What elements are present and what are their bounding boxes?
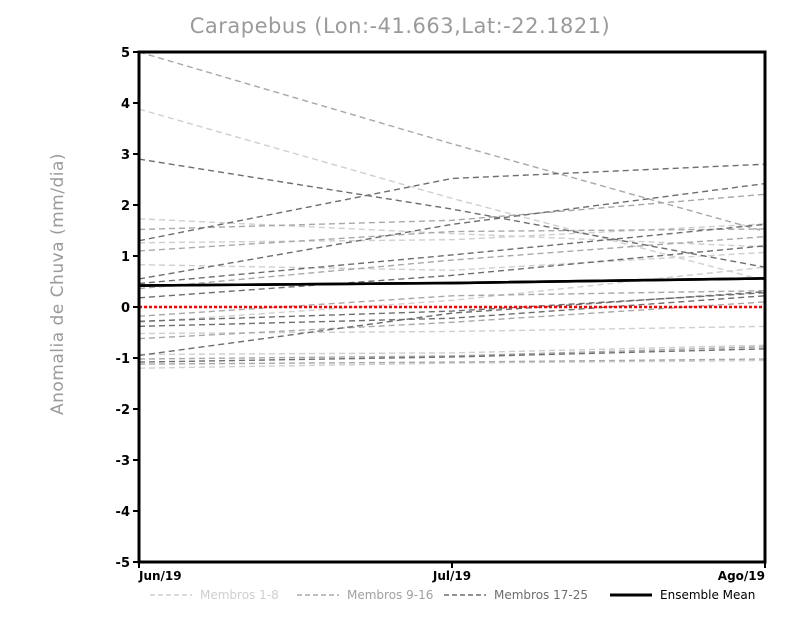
member-line bbox=[139, 193, 765, 231]
member-line bbox=[139, 301, 765, 340]
member-line bbox=[139, 158, 765, 268]
y-axis-tick-label: -2 bbox=[116, 403, 130, 418]
legend-item: Membros 9-16 bbox=[297, 588, 433, 602]
y-axis-tick-label: 2 bbox=[121, 199, 130, 214]
member-line bbox=[139, 245, 765, 299]
member-line bbox=[139, 348, 765, 363]
axes-layer bbox=[133, 50, 767, 568]
member-line bbox=[139, 358, 765, 365]
member-line bbox=[139, 182, 765, 280]
x-axis-tick-label: Jul/19 bbox=[432, 569, 471, 583]
member-line bbox=[139, 344, 765, 356]
x-axis-tick-label: Jun/19 bbox=[138, 569, 182, 583]
y-axis-tick-label: -1 bbox=[116, 352, 130, 367]
member-line bbox=[139, 223, 765, 285]
member-line bbox=[139, 291, 765, 357]
y-axis-tick-label: -4 bbox=[116, 505, 130, 520]
series-layer bbox=[139, 52, 765, 369]
member-line bbox=[139, 266, 765, 323]
legend-label: Membros 9-16 bbox=[347, 588, 433, 602]
y-axis-tick-label: 4 bbox=[121, 97, 130, 112]
ensemble-mean-line bbox=[139, 277, 765, 287]
legend-label: Ensemble Mean bbox=[660, 588, 755, 602]
legend-item: Membros 17-25 bbox=[444, 588, 588, 602]
tick-labels-layer: 5 4 3 2 1 0 -1 -2 -3 -4 -5 Jun/19 Jul/19 Ago/19 bbox=[116, 46, 765, 583]
y-axis-tick-label: -5 bbox=[116, 556, 130, 571]
member-line bbox=[139, 52, 765, 233]
legend-label: Membros 17-25 bbox=[494, 588, 588, 602]
y-axis-tick-label: 0 bbox=[121, 301, 130, 316]
y-axis-tick-label: -3 bbox=[116, 454, 130, 469]
y-axis-tick-label: 1 bbox=[121, 250, 130, 265]
page-title: Carapebus (Lon:-41.663,Lat:-22.1821) bbox=[189, 14, 611, 38]
member-line bbox=[139, 346, 765, 360]
member-line bbox=[139, 228, 765, 252]
x-axis-tick-label: Ago/19 bbox=[718, 569, 765, 583]
member-line bbox=[139, 289, 765, 317]
legend-item: Membros 1-8 bbox=[150, 588, 279, 602]
legend-item: Ensemble Mean bbox=[610, 588, 755, 602]
chart-legend: Membros 1-8 Membros 9-16 Membros 17-25 Ense… bbox=[150, 588, 755, 602]
member-line bbox=[139, 108, 765, 282]
member-line bbox=[139, 251, 765, 271]
member-line bbox=[139, 359, 765, 369]
member-line bbox=[139, 235, 765, 290]
y-axis-tick-label: 5 bbox=[121, 46, 130, 61]
member-line bbox=[139, 325, 765, 335]
y-axis-tick-label: 3 bbox=[121, 148, 130, 163]
member-line bbox=[139, 295, 765, 328]
legend-label: Membros 1-8 bbox=[200, 588, 279, 602]
member-line bbox=[139, 218, 765, 248]
